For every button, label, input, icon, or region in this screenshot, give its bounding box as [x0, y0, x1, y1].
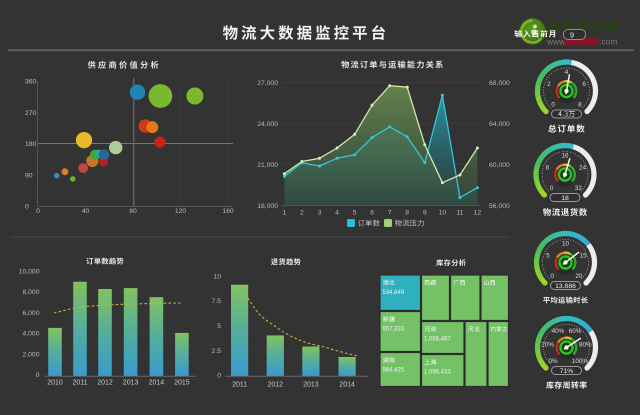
svg-text:3: 3: [318, 210, 322, 217]
svg-text:2013: 2013: [303, 382, 319, 389]
svg-text:18: 18: [561, 195, 569, 202]
svg-text:90: 90: [25, 172, 33, 179]
svg-text:984,425: 984,425: [383, 368, 405, 374]
svg-text:64,000: 64,000: [489, 121, 510, 128]
svg-text:2015: 2015: [174, 380, 190, 387]
svg-text:13.886: 13.886: [555, 283, 576, 290]
svg-text:9: 9: [423, 210, 427, 217]
svg-text:11: 11: [456, 210, 463, 217]
svg-text:60,000: 60,000: [489, 162, 510, 169]
svg-text:10: 10: [439, 210, 447, 217]
svg-text:2012: 2012: [268, 382, 284, 389]
svg-text:2011: 2011: [232, 382, 247, 389]
svg-text:24,000: 24,000: [257, 121, 278, 128]
svg-text:4,000: 4,000: [22, 331, 39, 338]
svg-text:8,000: 8,000: [22, 289, 39, 296]
svg-text:60%: 60%: [569, 328, 582, 335]
svg-text:0: 0: [550, 273, 554, 280]
svg-text:2,000: 2,000: [22, 351, 39, 358]
svg-text:180: 180: [25, 141, 37, 148]
svg-text:2: 2: [300, 210, 304, 217]
svg-text:80: 80: [129, 208, 137, 215]
svg-text:100%: 100%: [572, 358, 589, 365]
svg-text:2011: 2011: [72, 380, 87, 387]
svg-text:8: 8: [405, 210, 409, 217]
svg-text:24: 24: [579, 164, 587, 171]
svg-text:21,000: 21,000: [257, 162, 278, 169]
svg-text:.com: .com: [599, 37, 617, 47]
svg-text:1,066,487: 1,066,487: [424, 337, 451, 343]
svg-text:1: 1: [283, 210, 287, 217]
svg-text:2014: 2014: [339, 382, 355, 389]
svg-text:6: 6: [370, 210, 374, 217]
svg-text:68,000: 68,000: [489, 80, 510, 87]
svg-text:8: 8: [578, 102, 582, 109]
svg-text:7.5: 7.5: [212, 298, 222, 305]
svg-text:80%: 80%: [579, 342, 592, 349]
svg-text:0: 0: [25, 204, 29, 211]
svg-text:10: 10: [213, 273, 221, 280]
svg-text:957,333: 957,333: [383, 327, 405, 333]
svg-text:12: 12: [474, 210, 482, 217]
svg-text:16: 16: [561, 153, 569, 160]
svg-text:56,000: 56,000: [489, 203, 510, 210]
svg-text:4: 4: [565, 69, 569, 76]
svg-text:6,000: 6,000: [22, 310, 39, 317]
svg-text:5: 5: [546, 252, 550, 259]
svg-text:0: 0: [36, 372, 40, 379]
svg-text:360: 360: [25, 79, 37, 86]
svg-text:0%: 0%: [549, 358, 559, 365]
svg-text:6: 6: [582, 81, 586, 88]
svg-text:270: 270: [25, 110, 37, 117]
svg-text:2012: 2012: [97, 380, 113, 387]
svg-text:20: 20: [575, 273, 583, 280]
svg-text:32: 32: [575, 185, 583, 192]
svg-text:10: 10: [562, 241, 570, 248]
svg-text:2013: 2013: [123, 380, 139, 387]
svg-text:2.5: 2.5: [212, 348, 222, 355]
svg-text:7: 7: [388, 210, 392, 217]
svg-text:10,000: 10,000: [19, 268, 40, 275]
svg-text:5: 5: [353, 210, 357, 217]
svg-text:160: 160: [222, 208, 234, 215]
svg-text:5: 5: [217, 323, 221, 330]
svg-text:534,849: 534,849: [383, 290, 405, 296]
svg-text:20%: 20%: [541, 342, 554, 349]
svg-text:71%: 71%: [560, 368, 574, 375]
svg-text:8: 8: [546, 164, 550, 171]
svg-text:40%: 40%: [552, 328, 565, 335]
svg-text:15: 15: [580, 252, 588, 259]
svg-text:2014: 2014: [149, 380, 165, 387]
svg-text:40: 40: [82, 208, 90, 215]
svg-text:0: 0: [550, 185, 554, 192]
svg-text:www: www: [546, 37, 566, 47]
svg-text:120: 120: [175, 208, 187, 215]
svg-text:2: 2: [547, 81, 551, 88]
svg-text:1,096,433: 1,096,433: [424, 370, 451, 376]
svg-text:27,000: 27,000: [257, 80, 278, 87]
svg-text:4: 4: [335, 210, 339, 217]
svg-text:18,000: 18,000: [257, 203, 278, 210]
svg-text:0: 0: [217, 373, 221, 380]
svg-text:0: 0: [551, 102, 555, 109]
svg-text:2010: 2010: [47, 380, 63, 387]
svg-text:9: 9: [570, 30, 574, 39]
svg-text:0: 0: [36, 208, 40, 215]
